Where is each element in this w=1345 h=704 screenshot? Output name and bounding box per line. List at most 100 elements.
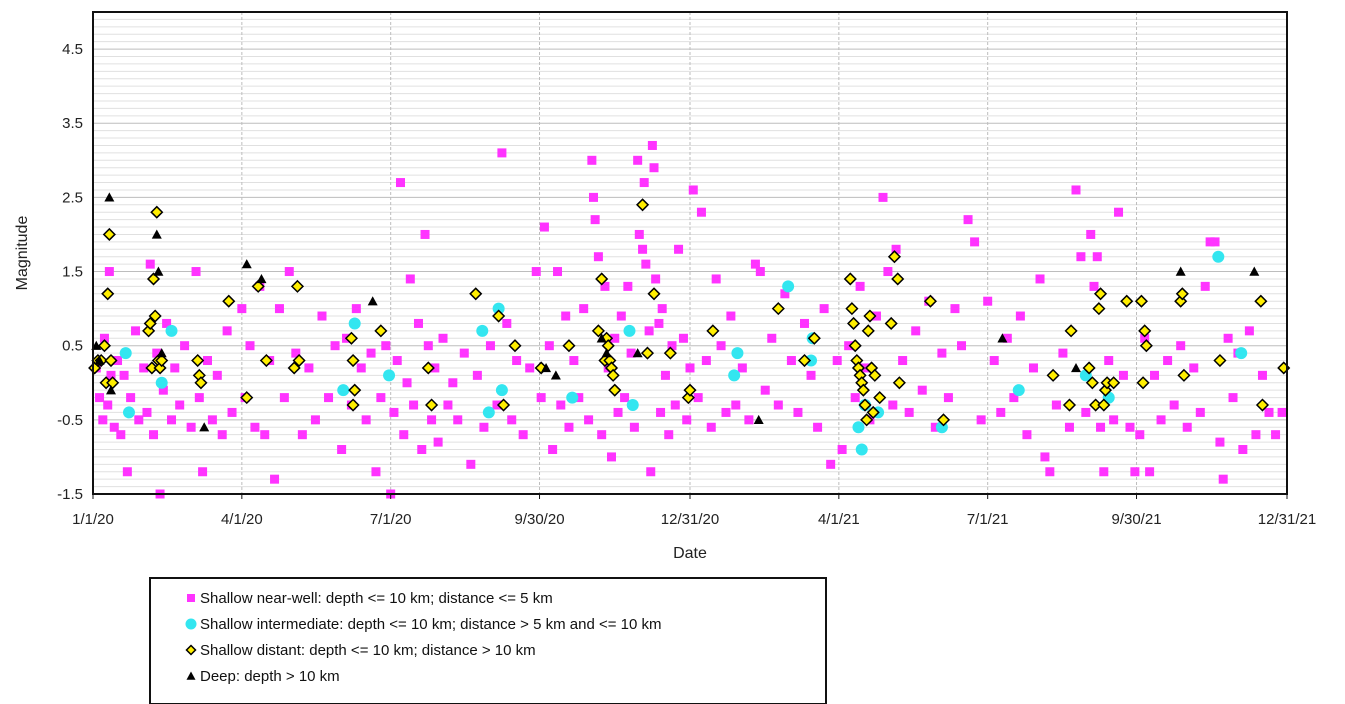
near-well-point	[1009, 393, 1019, 403]
near-well-point	[448, 378, 458, 388]
x-tick-label: 12/31/21	[1258, 511, 1316, 528]
y-tick-label: -1.5	[57, 486, 83, 503]
distant-point	[1082, 361, 1096, 375]
legend-item: Shallow intermediate: depth <= 10 km; di…	[185, 616, 662, 633]
grid-lines	[93, 11, 1287, 495]
deep-point	[601, 348, 612, 358]
distant-point	[663, 346, 677, 360]
near-well-point	[937, 348, 947, 358]
near-well-point	[167, 415, 177, 425]
near-well-point	[284, 267, 294, 277]
near-well-point	[95, 393, 105, 403]
deep-point	[997, 333, 1008, 343]
near-well-point	[556, 400, 566, 410]
distant-point	[155, 353, 169, 368]
y-tick-label: 1.5	[62, 264, 83, 281]
deep-point	[550, 370, 561, 380]
intermediate-point	[566, 391, 579, 404]
near-well-point	[525, 363, 535, 373]
near-well-point	[1002, 333, 1012, 343]
near-well-point	[701, 356, 711, 366]
near-well-point	[649, 163, 659, 173]
near-well-point	[402, 378, 412, 388]
distant-point	[469, 287, 483, 301]
deep-point	[541, 362, 552, 373]
near-well-point	[98, 415, 108, 425]
near-well-point	[237, 304, 247, 314]
y-tick-label: 2.5	[62, 189, 83, 206]
distant-point	[856, 383, 870, 397]
near-well-point	[574, 393, 584, 403]
near-well-point	[1051, 400, 1061, 410]
near-well-point	[587, 155, 597, 165]
near-well-point	[453, 415, 463, 425]
near-well-point	[170, 363, 180, 373]
near-well-point	[1104, 356, 1114, 366]
distant-point	[923, 294, 937, 308]
deep-point	[256, 273, 267, 284]
near-well-point	[1200, 281, 1210, 291]
distant-point	[1093, 287, 1108, 301]
near-well-point	[1223, 333, 1233, 343]
deep-point	[153, 266, 164, 276]
near-well-point	[837, 445, 847, 455]
y-tick-label: 0.5	[62, 338, 83, 355]
near-well-point	[750, 259, 760, 269]
distant-point	[1046, 368, 1060, 382]
near-well-point	[420, 229, 430, 239]
near-well-point	[911, 326, 921, 336]
distant-point	[1255, 398, 1270, 412]
series-triangle	[91, 192, 1260, 432]
near-well-point	[376, 393, 386, 403]
distant-point	[797, 353, 812, 368]
distant-point	[1136, 376, 1150, 390]
distant-point	[640, 346, 655, 360]
deep-point	[632, 348, 643, 358]
distant-point	[1254, 294, 1268, 308]
deep-point	[199, 422, 210, 432]
deep-point	[105, 385, 116, 395]
distant-point	[1175, 287, 1189, 301]
near-well-point	[1182, 422, 1192, 432]
near-well-point	[639, 178, 649, 188]
distant-point	[191, 353, 205, 368]
near-well-point	[651, 274, 661, 284]
near-well-point	[548, 445, 558, 455]
near-well-point	[989, 356, 999, 366]
near-well-point	[472, 370, 482, 380]
intermediate-point	[782, 280, 795, 293]
near-well-point	[553, 267, 563, 277]
near-well-point	[564, 422, 574, 432]
near-well-point	[392, 356, 402, 366]
near-well-point	[1028, 363, 1038, 373]
intermediate-point	[348, 317, 361, 330]
near-well-point	[116, 430, 126, 440]
near-well-point	[518, 430, 528, 440]
near-well-point	[970, 237, 980, 247]
near-well-point	[641, 259, 651, 269]
distant-point	[892, 376, 906, 390]
distant-point	[1107, 376, 1121, 390]
near-well-point	[1145, 467, 1155, 477]
distant-point	[807, 331, 821, 345]
distant-point	[683, 383, 697, 397]
near-well-point	[202, 356, 212, 366]
near-well-point	[381, 341, 391, 351]
near-well-point	[104, 267, 114, 277]
near-well-point	[633, 155, 643, 165]
distant-point	[374, 324, 388, 338]
near-well-point	[1089, 281, 1099, 291]
near-well-point	[1096, 422, 1106, 432]
legend-label: Deep: depth > 10 km	[200, 668, 340, 685]
near-well-point	[134, 415, 144, 425]
distant-point	[591, 324, 605, 338]
near-well-point	[187, 594, 195, 602]
near-well-point	[898, 356, 908, 366]
distant-point	[884, 316, 898, 331]
near-well-point	[716, 341, 726, 351]
distant-point	[101, 287, 115, 301]
intermediate-point	[383, 369, 396, 382]
intermediate-point	[623, 324, 636, 337]
near-well-point	[502, 318, 512, 328]
intermediate-point	[122, 406, 135, 419]
